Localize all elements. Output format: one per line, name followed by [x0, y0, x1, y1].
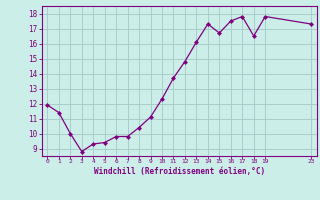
X-axis label: Windchill (Refroidissement éolien,°C): Windchill (Refroidissement éolien,°C) [94, 167, 265, 176]
